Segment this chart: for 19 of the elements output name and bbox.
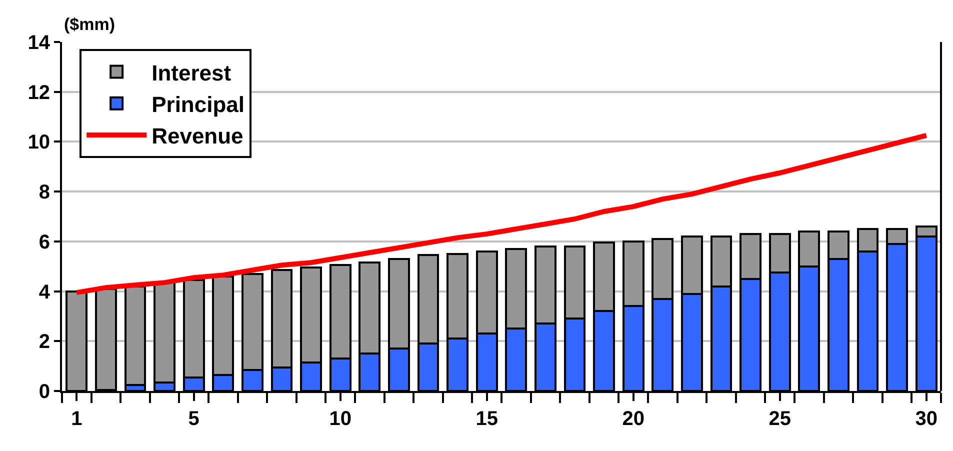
y-axis-title: ($mm) <box>64 15 116 34</box>
y-tick-label: 2 <box>38 331 50 354</box>
y-tick-label: 4 <box>38 281 51 304</box>
x-tick-label: 10 <box>329 408 352 430</box>
y-tick-label: 10 <box>28 132 50 154</box>
y-tick-label: 0 <box>38 381 50 403</box>
x-tick-label: 1 <box>71 408 82 430</box>
y-tick-label: 12 <box>28 82 50 104</box>
x-tick-label: 25 <box>768 408 791 430</box>
y-tick-label: 14 <box>28 32 51 54</box>
y-tick-label: 8 <box>38 182 50 204</box>
legend-label: Revenue <box>152 124 244 149</box>
x-tick-label: 30 <box>915 408 938 430</box>
x-tick-label: 5 <box>188 408 200 430</box>
y-tick-label: 6 <box>38 231 50 254</box>
legend-label: Interest <box>152 60 232 86</box>
x-tick-label: 15 <box>476 408 498 430</box>
legend-label: Principal <box>152 92 244 117</box>
x-tick-label: 20 <box>622 408 644 430</box>
